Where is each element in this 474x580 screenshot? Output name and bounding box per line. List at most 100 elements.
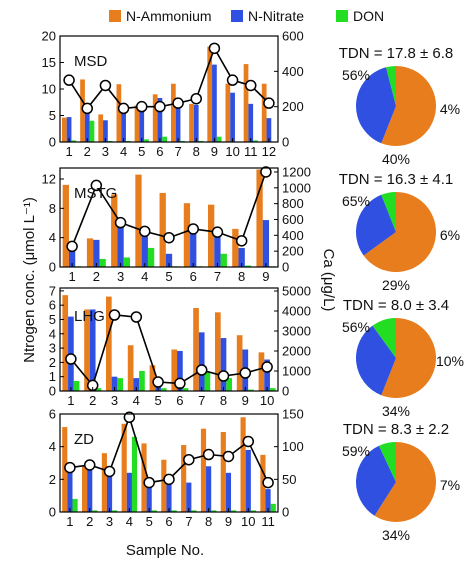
bar-n-ammonium xyxy=(193,308,199,391)
right-tick-label: 4000 xyxy=(282,304,311,319)
x-tick-label: 10 xyxy=(241,514,255,529)
plot-frame xyxy=(59,287,279,392)
bar-don xyxy=(123,257,130,267)
bar-don xyxy=(182,388,189,391)
bar-n-nitrate xyxy=(238,247,245,267)
left-tick-label: 5 xyxy=(49,108,56,123)
bar-don xyxy=(231,510,237,512)
bar-n-nitrate xyxy=(230,92,235,142)
bar-don xyxy=(191,510,197,512)
bar-n-ammonium xyxy=(62,295,69,391)
ca-marker xyxy=(262,476,274,489)
left-tick-label: 4 xyxy=(49,326,56,341)
ca-marker xyxy=(245,79,257,92)
bar-don xyxy=(269,388,276,391)
bar-n-nitrate xyxy=(66,117,72,142)
left-tick-label: 0 xyxy=(49,260,56,275)
bar-don xyxy=(95,388,102,391)
legend-label-don: DON xyxy=(353,8,384,24)
bar-don xyxy=(171,510,177,512)
pie-slice-n-ammonium xyxy=(381,317,437,398)
bar-n-ammonium xyxy=(232,228,239,267)
ca-marker xyxy=(163,231,175,244)
bar-n-nitrate xyxy=(266,118,272,142)
bar-n-nitrate xyxy=(220,338,227,391)
bar-n-ammonium xyxy=(98,114,104,142)
bar-n-ammonium xyxy=(149,365,156,391)
bar-don xyxy=(244,265,252,267)
x-tick-label: 7 xyxy=(214,269,221,284)
bar-n-ammonium xyxy=(101,453,107,512)
x-tick-label: 8 xyxy=(205,514,212,529)
left-tick-label: 5 xyxy=(49,312,56,327)
pie-slice-n-nitrate xyxy=(356,67,396,144)
x-tick-label: 9 xyxy=(242,393,249,408)
pie-label-don: 4% xyxy=(440,101,460,117)
left-tick-label: 8 xyxy=(49,201,56,216)
right-tick-label: 0 xyxy=(282,260,289,275)
bar-n-nitrate xyxy=(186,482,192,512)
ca-line xyxy=(69,414,269,484)
bar-n-ammonium xyxy=(181,445,187,512)
left-tick-label: 20 xyxy=(42,29,56,44)
left-tick-label: 3 xyxy=(49,341,56,356)
right-tick-label: 600 xyxy=(282,29,304,44)
bar-n-nitrate xyxy=(139,105,145,142)
pie-slice-n-ammonium xyxy=(363,192,437,272)
right-tick-label: 150 xyxy=(282,407,304,422)
pie-label-ammonium: 65% xyxy=(342,193,370,209)
left-tick-label: 1 xyxy=(49,369,56,384)
bar-n-nitrate xyxy=(214,234,221,267)
ca-marker xyxy=(263,97,275,109)
bar-n-nitrate xyxy=(166,479,172,512)
x-tick-label: 1 xyxy=(65,144,72,159)
bar-don xyxy=(151,510,157,512)
x-tick-label: 7 xyxy=(198,393,205,408)
right-tick-label: 600 xyxy=(282,212,304,227)
bar-don xyxy=(139,370,145,391)
bar-n-ammonium xyxy=(82,466,88,512)
right-tick-label: 1200 xyxy=(282,164,311,179)
pie-label-nitrate: 29% xyxy=(382,277,410,293)
right-tick-label: 0 xyxy=(282,135,289,150)
x-tick-label: 12 xyxy=(262,144,276,159)
ca-marker xyxy=(108,309,121,321)
bar-don xyxy=(144,139,149,142)
x-tick-label: 1 xyxy=(68,269,75,284)
x-tick-label: 8 xyxy=(238,269,245,284)
ca-marker xyxy=(63,74,75,86)
right-tick-label: 400 xyxy=(282,228,304,243)
y-axis-title-right: Ca (μg/L) xyxy=(320,249,337,312)
x-tick-label: 5 xyxy=(146,514,153,529)
pie-slice-n-nitrate xyxy=(356,445,396,516)
ca-marker xyxy=(123,411,136,424)
ca-marker xyxy=(217,370,230,382)
panel-title: ZD xyxy=(74,431,94,448)
pie-slice-don xyxy=(372,318,396,358)
pie-label-don: 7% xyxy=(440,477,460,493)
ca-marker xyxy=(117,102,130,115)
ca-marker xyxy=(195,364,208,376)
x-tick-label: 4 xyxy=(120,144,127,159)
bar-n-ammonium xyxy=(62,117,67,142)
pie-tdn-label: TDN = 8.0 ± 3.4 xyxy=(343,297,449,314)
bar-don xyxy=(248,389,254,391)
ca-marker xyxy=(114,216,127,229)
x-tick-label: 1 xyxy=(66,514,73,529)
pie-label-ammonium: 59% xyxy=(342,443,370,459)
ca-marker xyxy=(242,435,255,448)
right-tick-label: 0 xyxy=(282,384,289,399)
bar-n-ammonium xyxy=(189,103,194,142)
bar-n-ammonium xyxy=(62,184,69,267)
bar-n-ammonium xyxy=(86,238,94,267)
bar-n-nitrate xyxy=(141,236,148,267)
bar-n-nitrate xyxy=(121,110,126,142)
bar-n-nitrate xyxy=(89,309,96,391)
x-tick-label: 4 xyxy=(133,393,140,408)
left-tick-label: 0 xyxy=(49,505,56,520)
x-tick-label: 3 xyxy=(111,393,118,408)
